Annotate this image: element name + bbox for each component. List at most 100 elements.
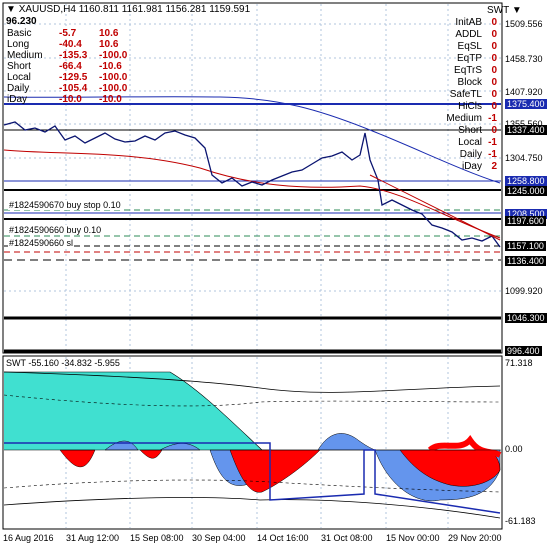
price-level-marker: 1245.000 xyxy=(505,186,547,196)
panel-row-short: Short -66.4 -10.6 xyxy=(7,61,122,72)
status-row-eqtrs: EqTrS 0 xyxy=(420,65,497,76)
status-row-value: 0 xyxy=(491,77,497,88)
price-tick-label: 1355.560 xyxy=(505,119,543,129)
panel-row-local: Local -129.5 -100.0 xyxy=(7,72,127,83)
price-level-marker: 1258.800 xyxy=(505,176,547,186)
panel-row-medium: Medium -135.3 -100.0 xyxy=(7,50,127,61)
order-label-sl[interactable]: #1824590660 sl xyxy=(8,238,75,248)
status-row-eqsl: EqSL 0 xyxy=(420,41,497,52)
panel-row-value-1: -10.0 xyxy=(59,94,82,105)
status-row-block: Block 0 xyxy=(420,77,497,88)
panel-row-label: iDay xyxy=(7,94,28,105)
panel-row-value-1: -40.4 xyxy=(59,39,82,50)
status-row-local: Local -1 xyxy=(420,137,497,148)
status-row-label: EqTP xyxy=(456,53,482,64)
panel-row-value-1: -105.4 xyxy=(59,83,88,94)
swt-blue-bump xyxy=(317,433,376,451)
price-level-marker: 1375.400 xyxy=(505,99,547,109)
sub-chart-frame xyxy=(2,355,503,530)
dropdown-icon[interactable]: ▼ xyxy=(509,5,522,16)
time-tick-label: 15 Sep 08:00 xyxy=(130,533,184,543)
panel-row-label: Short xyxy=(7,61,31,72)
panel-row-iday: iDay -10.0 -10.0 xyxy=(7,94,122,105)
status-row-label: EqSL xyxy=(457,41,482,52)
panel-row-value-2: 10.6 xyxy=(99,28,119,39)
price-tick-label: 1509.556 xyxy=(505,19,543,29)
status-row-label: HiCls xyxy=(458,101,482,112)
status-row-value: 0 xyxy=(491,65,497,76)
status-row-value: -1 xyxy=(488,137,497,148)
status-row-value: 0 xyxy=(491,89,497,100)
price-series-line xyxy=(3,121,501,248)
time-tick-label: 29 Nov 20:00 xyxy=(448,533,502,543)
panel-row-value-1: -5.7 xyxy=(59,28,77,39)
status-row-daily: Daily -1 xyxy=(420,149,497,160)
status-row-label: Block xyxy=(457,77,482,88)
status-row-label: Short xyxy=(458,125,482,136)
swt-tick-label: -61.183 xyxy=(505,516,536,526)
price-tick-label: 1099.920 xyxy=(505,286,543,296)
status-row-value: 0 xyxy=(491,17,497,28)
indicator-tag: SWT ▼ xyxy=(487,5,522,16)
swt-tick-label: 0.00 xyxy=(505,444,523,454)
status-row-label: EqTrS xyxy=(454,65,482,76)
status-row-label: ADDL xyxy=(455,29,482,40)
status-row-value: -1 xyxy=(488,113,497,124)
status-row-label: Daily xyxy=(459,149,482,160)
chart-header: ▼ XAUUSD,H4 1160.811 1161.981 1156.281 1… xyxy=(6,4,250,15)
order-label-buy-stop[interactable]: #1824590670 buy stop 0.10 xyxy=(8,200,122,210)
price-readout: 96.230 xyxy=(6,16,37,27)
status-row-initab: InitAB 0 xyxy=(420,17,497,28)
swt-lower-band xyxy=(3,497,501,519)
ohlc-values: 1160.811 1161.981 1156.281 1159.591 xyxy=(78,4,251,15)
status-row-label: Medium xyxy=(446,113,482,124)
status-row-medium: Medium -1 xyxy=(420,113,497,124)
panel-row-value-2: -100.0 xyxy=(99,83,128,94)
trend-line xyxy=(369,174,501,241)
status-row-addl: ADDL 0 xyxy=(420,29,497,40)
swt-step-line xyxy=(4,442,501,514)
swt-upper-band xyxy=(3,371,501,393)
swt-upper-dashed xyxy=(3,394,501,407)
status-row-value: 0 xyxy=(491,53,497,64)
status-row-label: Local xyxy=(458,137,482,148)
panel-row-basic: Basic -5.7 10.6 xyxy=(7,28,118,39)
swt-red-mid xyxy=(229,449,321,493)
status-row-label: iDay xyxy=(461,161,482,172)
status-row-eqtp: EqTP 0 xyxy=(420,53,497,64)
status-row-short: Short 0 xyxy=(420,125,497,136)
moving-average-long xyxy=(3,96,501,184)
panel-row-value-2: -10.6 xyxy=(99,61,122,72)
time-tick-label: 31 Oct 08:00 xyxy=(321,533,373,543)
price-level-marker: 1157.100 xyxy=(505,241,546,251)
order-label-buy[interactable]: #1824590660 buy 0.10 xyxy=(8,225,103,235)
panel-row-label: Local xyxy=(7,72,31,83)
price-level-marker: 1046.300 xyxy=(505,313,547,323)
status-row-value: 0 xyxy=(491,125,497,136)
price-level-marker: 1197.600 xyxy=(505,216,546,226)
panel-row-value-1: -135.3 xyxy=(59,50,88,61)
status-row-label: InitAB xyxy=(455,17,482,28)
time-tick-label: 30 Sep 04:00 xyxy=(192,533,246,543)
time-tick-label: 31 Aug 12:00 xyxy=(66,533,120,543)
time-tick-label: 15 Nov 00:00 xyxy=(386,533,440,543)
price-level-marker: 996.400 xyxy=(505,346,542,356)
panel-row-value-2: -100.0 xyxy=(99,50,128,61)
time-tick-label: 16 Aug 2016 xyxy=(3,533,54,543)
panel-row-value-1: -129.5 xyxy=(59,72,88,83)
price-level-marker: 1136.400 xyxy=(505,256,546,266)
status-row-value: 0 xyxy=(491,101,497,112)
panel-row-label: Medium xyxy=(7,50,43,61)
status-row-value: -1 xyxy=(488,149,497,160)
swt-red-spikes xyxy=(427,434,502,458)
price-tick-label: 1304.750 xyxy=(505,153,543,163)
status-row-hicls: HiCls 0 xyxy=(420,101,497,112)
panel-row-value-2: 10.6 xyxy=(99,39,119,50)
panel-row-value-2: -100.0 xyxy=(99,72,128,83)
main-chart-frame xyxy=(2,2,503,354)
status-row-label: SafeTL xyxy=(449,89,482,100)
price-tick-label: 1458.730 xyxy=(505,54,543,64)
panel-row-value-2: -10.0 xyxy=(99,94,122,105)
panel-row-label: Long xyxy=(7,39,30,50)
